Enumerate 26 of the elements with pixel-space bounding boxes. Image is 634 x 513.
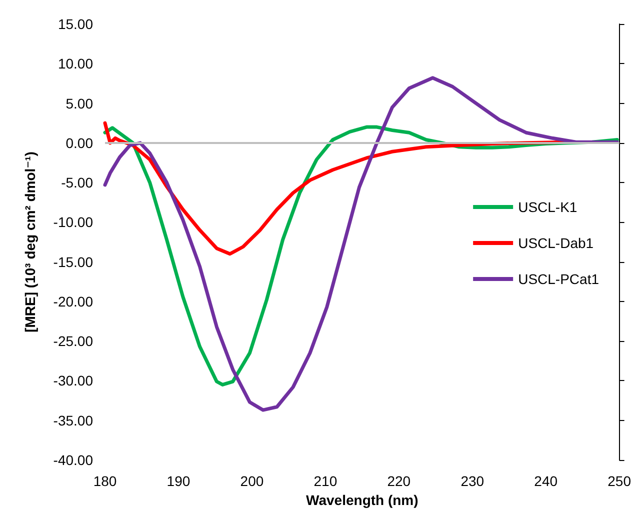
y-tick-label: -15.00 xyxy=(53,254,94,270)
x-tick-label: 190 xyxy=(166,473,190,489)
y-tick-label: -30.00 xyxy=(53,372,94,389)
line-series xyxy=(103,76,619,412)
legend-label: USCL-PCat1 xyxy=(518,271,600,287)
y-tick-label: 5.00 xyxy=(66,95,94,112)
x-tick-label: 210 xyxy=(314,473,338,489)
y-tick-label: 0.00 xyxy=(66,134,94,151)
y-tick-label: -5.00 xyxy=(61,174,94,191)
x-tick-label: 180 xyxy=(93,473,117,489)
legend-label: USCL-Dab1 xyxy=(518,235,594,251)
y-tick-label: -25.00 xyxy=(53,333,94,350)
y-tick-label: -10.00 xyxy=(53,214,94,230)
y-tick-label: 10.00 xyxy=(58,56,94,72)
y-tick-label: -40.00 xyxy=(53,452,94,468)
y-tick-label: -35.00 xyxy=(53,412,94,428)
y-tick-label: 15.00 xyxy=(58,16,94,32)
x-tick-label: 200 xyxy=(240,473,264,489)
legend-label: USCL-K1 xyxy=(518,199,578,215)
y-axis-title: [MRE] (10³ deg cm² dmol⁻¹) xyxy=(22,152,38,332)
x-tick-label: 240 xyxy=(534,473,558,489)
x-tick-label: 220 xyxy=(387,473,411,489)
y-tick-label: -20.00 xyxy=(53,293,94,310)
x-tick-label: 250 xyxy=(608,473,632,489)
x-axis-title: Wavelength (nm) xyxy=(306,492,418,508)
x-tick-label: 230 xyxy=(460,473,484,489)
